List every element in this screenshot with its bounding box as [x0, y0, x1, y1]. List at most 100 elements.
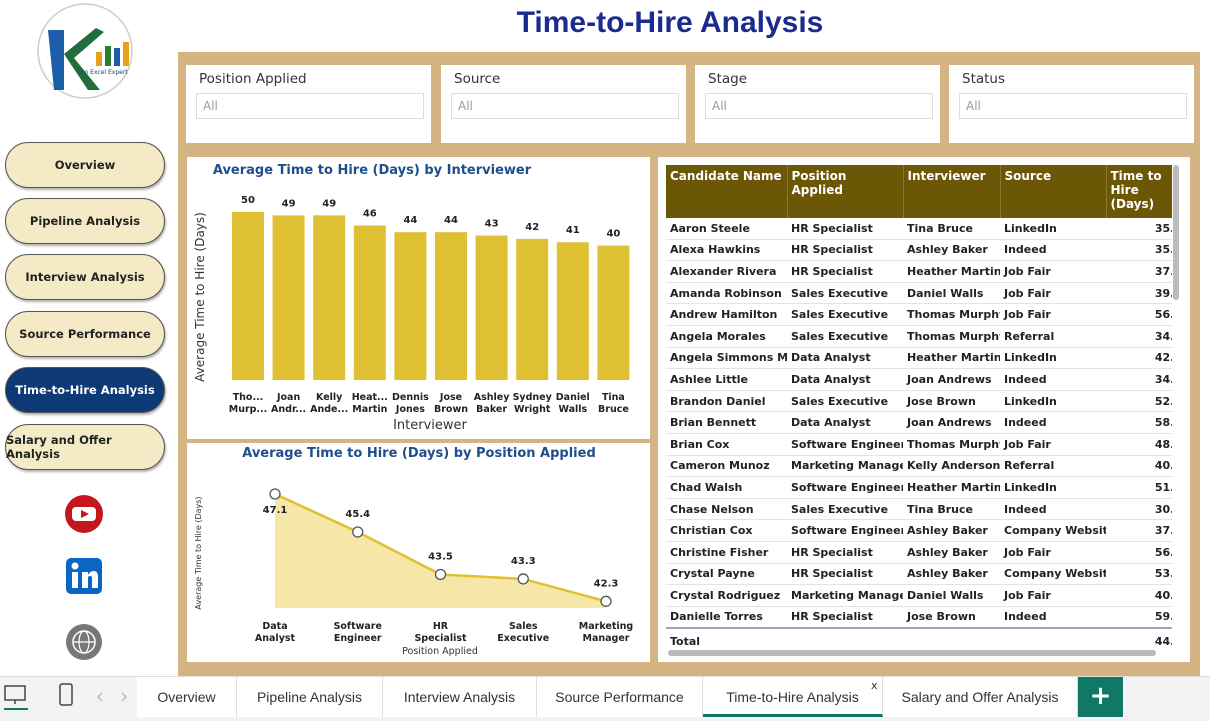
table-cell: LinkedIn [1000, 218, 1106, 240]
bar [435, 232, 467, 380]
point [269, 488, 281, 500]
h-scrollbar[interactable] [668, 650, 1156, 656]
table-cell: Joan Andrews [903, 368, 1000, 391]
table-row: Crystal Payne HR Specialist Ashley Baker Co… [666, 563, 1172, 586]
x-tick-label: Kelly Ande... [310, 392, 348, 415]
total-label: Total [666, 627, 787, 650]
prev-icon[interactable] [96, 692, 103, 702]
nav-button[interactable]: Interview Analysis [5, 254, 165, 300]
v-scrollbar[interactable] [1173, 165, 1179, 300]
x-tick-label: Marketing Manager [579, 621, 633, 644]
table-cell: 58.0 [1106, 411, 1172, 434]
table-cell: Andrew Hamilton [666, 303, 787, 326]
desktop-icon[interactable] [4, 685, 26, 701]
filter-value[interactable]: All [196, 93, 424, 119]
data-label: 49 [282, 198, 296, 209]
table-cell: 42.0 [1106, 347, 1172, 370]
page-tab[interactable]: Source Performance [537, 677, 703, 717]
table-cell: Indeed [1000, 498, 1106, 521]
table-row: Chase Nelson Sales Executive Tina Bruce Ind… [666, 498, 1172, 521]
table-cell: Aaron Steele [666, 218, 787, 240]
x-tick-label: HR Specialist [414, 621, 467, 644]
page-tab[interactable]: Interview Analysis [383, 677, 537, 717]
table-cell: Referral [1000, 325, 1106, 348]
filter-label: Status [962, 71, 1006, 87]
bar [475, 235, 508, 380]
filter-value[interactable]: All [451, 93, 679, 119]
table-cell: Sales Executive [787, 498, 903, 521]
filter-card[interactable]: Status All [949, 65, 1194, 143]
table-cell: Referral [1000, 455, 1106, 478]
filter-card[interactable]: Stage All [695, 65, 940, 143]
column-header[interactable]: Candidate Name [666, 165, 788, 218]
column-header[interactable]: Time to Hire (Days) [1106, 165, 1172, 218]
table-cell: Thomas Murphy [903, 325, 1000, 348]
table-cell: Marketing Manager [787, 455, 903, 478]
chart-title: Average Time to Hire (Days) by Interview… [213, 163, 532, 178]
table-cell: 56.0 [1106, 541, 1172, 564]
table-cell: Brian Cox [666, 433, 787, 456]
table-cell: Angela Simmons MD [666, 347, 787, 370]
table-cell: Joan Andrews [903, 411, 1000, 434]
nav-button[interactable]: Overview [5, 142, 165, 188]
filter-card[interactable]: Source All [441, 65, 686, 143]
close-tab[interactable]: x [871, 679, 878, 692]
nav-button[interactable]: Source Performance [5, 311, 165, 357]
table-cell: Company Website [1000, 519, 1106, 542]
column-header[interactable]: Source [1000, 165, 1107, 218]
table-row: Chad Walsh Software Engineer Heather Marti… [666, 476, 1172, 499]
nav-button[interactable]: Pipeline Analysis [5, 198, 165, 244]
table-cell: Tina Bruce [903, 218, 1000, 240]
nav-button[interactable]: Time-to-Hire Analysis [5, 367, 165, 413]
data-label: 49 [322, 198, 336, 209]
phone-icon[interactable] [59, 683, 73, 706]
table-cell: Ashley Baker [903, 519, 1000, 542]
table-cell: Indeed [1000, 368, 1106, 391]
header-row: Candidate Name Position Applied Interviewe… [666, 165, 1172, 218]
table-cell [1000, 627, 1106, 650]
filter-card[interactable]: Position Applied All [186, 65, 431, 143]
column-header[interactable]: Position Applied [787, 165, 904, 218]
table-cell: Software Engineer [787, 476, 903, 499]
table-cell: 59.0 [1106, 606, 1172, 629]
table-cell: 51.0 [1106, 476, 1172, 499]
table-cell: Jose Brown [903, 390, 1000, 413]
table-cell: HR Specialist [787, 218, 903, 240]
table-cell: Christine Fisher [666, 541, 787, 564]
table-wrap: Candidate Name Position Applied Interviewe… [666, 165, 1172, 650]
page-tab[interactable]: Time-to-Hire Analysis [703, 677, 883, 717]
table-cell: Job Fair [1000, 260, 1106, 283]
table-cell: 53.0 [1106, 563, 1172, 586]
table-cell: Heather Martin [903, 476, 1000, 499]
table-cell: Danielle Torres [666, 606, 787, 629]
table-cell: Chad Walsh [666, 476, 787, 499]
page-tab[interactable]: Overview [137, 677, 237, 717]
table-cell: Daniel Walls [903, 584, 1000, 607]
next-icon[interactable] [121, 692, 128, 702]
x-tick-label: Jose Brown [434, 392, 468, 415]
social-icons [65, 495, 103, 660]
data-label: 47.1 [263, 505, 288, 516]
filter-value[interactable]: All [959, 93, 1187, 119]
page-tab[interactable]: Pipeline Analysis [237, 677, 383, 717]
table: Candidate Name Position Applied Interviewe… [666, 165, 1172, 650]
table-cell: HR Specialist [787, 606, 903, 629]
page-tab[interactable]: Salary and Offer Analysis [883, 677, 1078, 717]
table-cell: 34.0 [1106, 368, 1172, 391]
table-row: Alexander Rivera HR Specialist Heather Mar… [666, 260, 1172, 283]
nav-button[interactable]: Salary and Offer Analysis [5, 424, 165, 470]
table-cell: Sales Executive [787, 303, 903, 326]
column-header[interactable]: Interviewer [903, 165, 1001, 218]
add-page-button[interactable]: + [1078, 677, 1123, 717]
table-cell: Jose Brown [903, 606, 1000, 629]
table-cell: Chase Nelson [666, 498, 787, 521]
table-cell: Heather Martin [903, 347, 1000, 370]
logo-bar [105, 46, 111, 66]
logo-bar [114, 48, 120, 66]
filter-value[interactable]: All [705, 93, 933, 119]
table-cell: Indeed [1000, 239, 1106, 262]
logo-k [64, 28, 104, 90]
table-cell: Software Engineer [787, 433, 903, 456]
bar [353, 225, 386, 380]
